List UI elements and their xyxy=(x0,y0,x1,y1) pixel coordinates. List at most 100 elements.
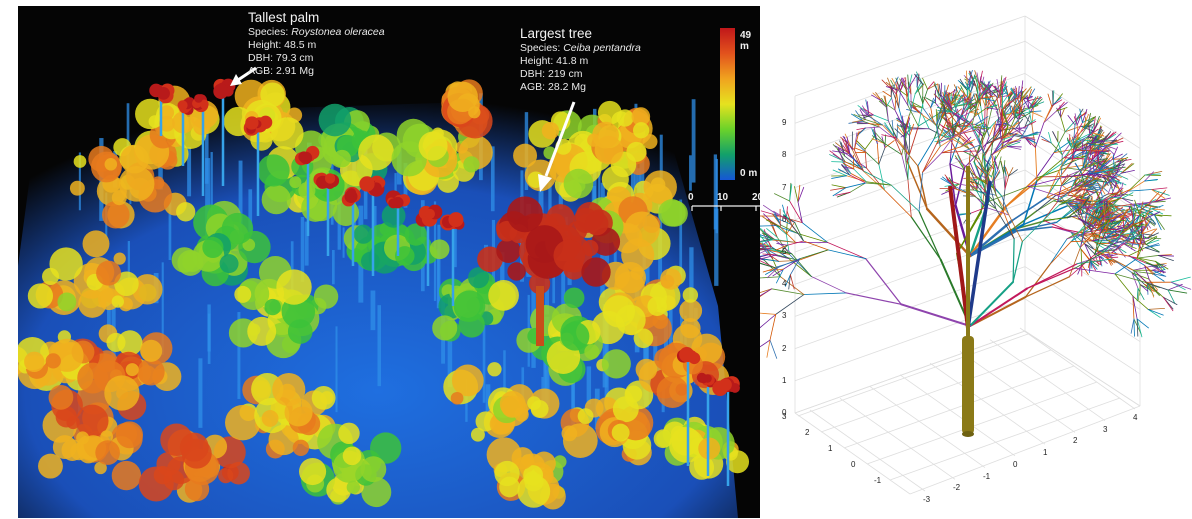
canopy-patch xyxy=(511,447,534,470)
canopy-patch xyxy=(116,421,144,449)
tree-branch xyxy=(907,74,910,89)
tree-branch xyxy=(976,168,981,180)
tree-branch xyxy=(1105,234,1117,238)
tree-branch xyxy=(928,113,937,126)
tree-branch xyxy=(1075,145,1091,152)
tree-branch xyxy=(1079,175,1090,189)
tree-branch xyxy=(883,95,888,107)
tallest-palm-species-name: Roystonea oleracea xyxy=(291,26,385,38)
tree-branch xyxy=(966,75,977,87)
tree-branch xyxy=(1065,167,1089,172)
canopy-patch xyxy=(73,155,87,168)
tree-branch xyxy=(1002,209,1015,240)
tree-branch xyxy=(854,147,867,153)
tree-branch xyxy=(1060,116,1066,133)
tree-branch xyxy=(1015,127,1026,133)
tree-branch xyxy=(1027,186,1062,198)
canopy-patch xyxy=(360,251,380,271)
tree-branch xyxy=(894,128,905,138)
y-gridline xyxy=(866,381,1098,465)
tree-branch xyxy=(1070,231,1082,250)
tree-branch xyxy=(973,122,985,128)
canopy-patch xyxy=(487,362,502,377)
tree-branch xyxy=(1151,208,1164,215)
tree-branch xyxy=(1099,135,1107,146)
tree-branch xyxy=(1146,213,1157,225)
tree-branch xyxy=(789,258,801,276)
canopy-patch xyxy=(642,134,658,150)
canopy-patch xyxy=(463,156,480,173)
palm-crown xyxy=(730,382,740,393)
tree-branch xyxy=(1170,276,1191,283)
tree-branch xyxy=(1077,217,1095,227)
tree-branch xyxy=(1064,125,1082,133)
colorbar-max-label: 49 m xyxy=(740,30,752,52)
tree-stem xyxy=(248,189,253,234)
z-tick-label: 1 xyxy=(782,375,787,385)
tree-branch xyxy=(957,86,967,96)
tree-branch xyxy=(1141,228,1156,235)
tree-branch xyxy=(1144,264,1150,280)
y-axis-line xyxy=(909,405,1141,495)
tree-branch xyxy=(1111,193,1125,196)
tree-branch xyxy=(969,105,977,113)
tree-branch xyxy=(1119,193,1134,196)
tree-branch xyxy=(1008,90,1014,100)
tree-branch xyxy=(904,125,911,139)
canopy-patch xyxy=(432,315,458,341)
tree-branch xyxy=(1151,208,1165,211)
tree-branch xyxy=(1001,195,1010,216)
tree-branch xyxy=(936,120,947,145)
tree-branch xyxy=(884,134,886,149)
tree-branch xyxy=(1068,254,1095,278)
palm-crown xyxy=(213,83,229,100)
tree-branch xyxy=(901,154,909,180)
tree-branch xyxy=(960,139,975,148)
tree-branch xyxy=(954,137,971,150)
tree-branch xyxy=(907,104,919,127)
tree-branch xyxy=(954,133,975,147)
tree-branch xyxy=(968,74,976,90)
tree-stem xyxy=(561,239,566,318)
tree-branch xyxy=(1111,258,1133,274)
tallest-palm-agb: AGB: 2.91 Mg xyxy=(248,65,314,77)
tree-branch xyxy=(1110,215,1123,220)
tree-branch xyxy=(853,149,864,172)
tree-branch xyxy=(1146,283,1161,289)
tree-branch xyxy=(1144,264,1155,275)
tree-branch xyxy=(1145,281,1169,291)
canopy-patch xyxy=(658,199,686,227)
tree-stem xyxy=(482,308,486,403)
canopy-patch xyxy=(656,375,689,408)
tree-branch xyxy=(1128,255,1147,264)
canopy-patch xyxy=(468,267,490,289)
tree-branch xyxy=(788,258,812,277)
tree-branch xyxy=(1011,121,1021,128)
tree-branch xyxy=(1147,308,1161,319)
canopy-patch xyxy=(501,395,524,418)
tree-branch xyxy=(1117,220,1124,230)
tree-branch xyxy=(1139,207,1154,216)
tree-branch xyxy=(1070,215,1092,218)
tree-branch xyxy=(999,96,1003,125)
canopy-patch xyxy=(333,149,351,168)
x-tick-label: 4 xyxy=(1133,413,1138,422)
tree-branch xyxy=(1073,127,1084,145)
tree-branch xyxy=(1013,89,1023,100)
tree-branch xyxy=(988,98,999,111)
tree-branch xyxy=(841,164,851,176)
tree-branch xyxy=(1006,132,1017,144)
tree-branch xyxy=(1028,96,1037,109)
canopy-patch xyxy=(560,321,590,351)
tree-branch xyxy=(1103,208,1111,218)
tree-branch xyxy=(975,116,989,126)
tree-branch xyxy=(762,253,778,256)
tree-branch xyxy=(1003,172,1006,190)
tree-branch xyxy=(1109,205,1115,219)
tree-branch xyxy=(760,258,765,261)
tree-branch xyxy=(766,339,771,358)
tallest-palm-dbh: DBH: 79.3 cm xyxy=(248,52,314,64)
canopy-patch xyxy=(470,427,485,442)
tree-branch xyxy=(1137,257,1154,266)
tree-branch xyxy=(1103,173,1117,187)
